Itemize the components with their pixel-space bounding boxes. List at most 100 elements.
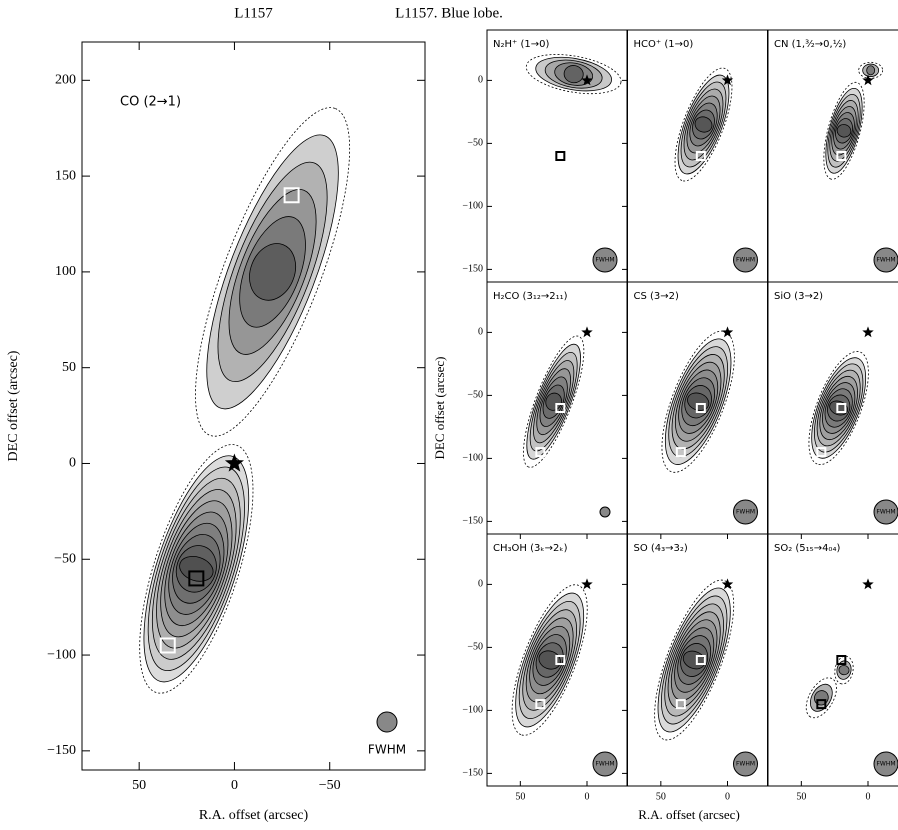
beam	[599, 506, 611, 518]
square-marker	[836, 655, 847, 665]
star	[862, 578, 874, 590]
beam-label: FWHM	[595, 761, 614, 768]
panel-label: CH₃OH (3ₖ→2ₖ)	[493, 543, 568, 554]
panel: L1157 CO (2→1) R.A. offset (arcsec) DEC off…	[6, 5, 426, 823]
y-tick-label: 50	[62, 360, 76, 375]
contour	[563, 65, 584, 84]
y-tick-label: −100	[47, 647, 76, 662]
panel-label: H₂CO (3₁₂→2₁₁)	[493, 291, 568, 302]
square-marker	[695, 403, 706, 413]
star	[581, 578, 593, 590]
square-marker	[535, 447, 546, 458]
panel: CS (3→2) FWHM	[627, 281, 768, 535]
panel: HCO⁺ (1→0) FWHM	[627, 29, 768, 283]
contour	[836, 124, 852, 138]
panel: H₂CO (3₁₂→2₁₁) 0 −50 −100 −150	[462, 281, 628, 535]
frame	[81, 41, 426, 771]
x-tick-label: 50	[515, 791, 525, 802]
x-tick-label: 0	[866, 791, 871, 802]
contours	[661, 330, 735, 473]
contours	[808, 351, 869, 465]
frame	[767, 533, 898, 787]
square-marker	[816, 447, 827, 458]
panel-title: L1157	[234, 5, 273, 21]
star	[721, 578, 734, 590]
beam	[592, 751, 618, 777]
contours	[823, 61, 884, 180]
contour	[838, 664, 850, 676]
y-tick-label: 0	[478, 579, 483, 590]
y-tick-label: −100	[462, 201, 483, 212]
square-marker	[695, 655, 706, 665]
contour	[687, 392, 710, 411]
contour	[866, 65, 876, 76]
beam	[592, 247, 618, 273]
contour	[179, 556, 214, 582]
panel: CN (1,³⁄₂→0,½) FWHM	[767, 29, 898, 283]
square-marker	[535, 699, 546, 710]
y-tick-label: 150	[55, 168, 76, 183]
contours	[674, 67, 733, 182]
contours	[805, 655, 854, 719]
panel-label: N₂H⁺ (1→0)	[493, 39, 549, 50]
beam	[376, 711, 398, 733]
star	[224, 453, 244, 472]
beam	[733, 499, 758, 525]
contours	[511, 584, 588, 736]
y-tick-label: −150	[47, 743, 76, 758]
panel-label: SO₂ (5₁₅→4₀₄)	[774, 543, 840, 554]
y-tick-label: −50	[467, 138, 483, 149]
panel-label: CO (2→1)	[120, 95, 181, 110]
beam-label: FWHM	[876, 257, 895, 264]
group-title: L1157. Blue lobe.	[395, 5, 503, 21]
star	[862, 326, 874, 338]
panel-label: HCO⁺ (1→0)	[634, 39, 694, 50]
square-marker	[836, 151, 847, 161]
beam-label: FWHM	[736, 761, 755, 768]
panel: SO₂ (5₁₅→4₀₄) 50 0 FWHM	[767, 533, 898, 802]
x-tick-label: 0	[231, 778, 238, 793]
contours	[525, 54, 622, 95]
y-tick-label: 0	[478, 75, 483, 86]
y-tick-label: −100	[462, 705, 483, 716]
square-marker	[535, 195, 546, 206]
y-tick-label: −50	[467, 390, 483, 401]
beam	[873, 751, 898, 777]
panel-label: CS (3→2)	[634, 291, 680, 302]
x-tick-label: 0	[585, 791, 590, 802]
beam	[733, 751, 758, 777]
y-tick-label: −150	[462, 768, 483, 779]
square-marker	[816, 699, 827, 710]
star	[862, 74, 874, 86]
square-marker	[188, 570, 205, 587]
square-marker	[555, 655, 566, 665]
square-marker	[283, 187, 300, 204]
star	[721, 74, 734, 86]
square-marker	[555, 403, 566, 413]
beam-label: FWHM	[876, 761, 895, 768]
y-tick-label: 0	[478, 327, 483, 338]
star	[581, 74, 593, 86]
y-label: DEC offset (arcsec)	[6, 350, 21, 461]
y-tick-label: −150	[462, 264, 483, 275]
square-marker	[695, 151, 706, 161]
square-marker	[555, 151, 566, 161]
y-tick-label: 100	[55, 264, 76, 279]
x-label: R.A. offset (arcsec)	[199, 808, 309, 823]
panel-label: SiO (3→2)	[774, 291, 823, 302]
y-tick-label: 0	[69, 456, 76, 471]
star	[581, 326, 593, 338]
square-marker	[675, 699, 686, 710]
panel: SiO (3→2) FWHM	[767, 281, 898, 535]
y-tick-label: −50	[467, 642, 483, 653]
y-tick-label: 200	[55, 73, 76, 88]
x-tick-label: 0	[725, 791, 730, 802]
panel-label: CN (1,³⁄₂→0,½)	[774, 38, 846, 50]
beam-label: FWHM	[368, 743, 406, 757]
contour	[694, 116, 713, 133]
contours	[654, 579, 735, 741]
x-tick-label: 50	[132, 778, 146, 793]
y-tick-label: −150	[462, 516, 483, 527]
